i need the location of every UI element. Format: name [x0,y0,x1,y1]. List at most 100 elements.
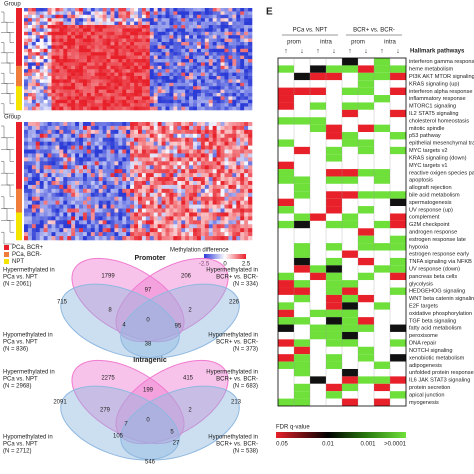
group-bar [16,184,22,190]
heatmap-cell [94,82,99,87]
pathway-cell [326,109,342,118]
heatmap-cell [204,188,210,194]
heatmap-cell [165,82,170,87]
pathway-cell [390,317,406,325]
heatmap-cell [79,35,84,39]
heatmap-cell [31,96,37,101]
heatmap-cell [141,137,147,142]
heatmap-cell [114,149,119,154]
pathway-cell [310,161,326,170]
group-bar [16,173,22,178]
heatmap-cell [43,122,48,127]
pathway-cell [374,331,390,340]
heatmap-cell [220,145,225,150]
heatmap-cell [169,169,174,174]
heatmap-cell [149,42,155,46]
heatmap-cell [118,69,123,73]
heatmap-cell [165,122,170,127]
heatmap-cell [149,196,155,201]
heatmap-cell [110,188,115,194]
heatmap-cell [51,11,56,16]
heatmap-cell [94,8,99,12]
heatmap-cell [39,177,44,182]
pathway-cell [326,146,342,155]
heatmap-cell [86,18,92,22]
heatmap-cell [196,82,202,87]
heatmap-cell [141,133,147,139]
heatmap-cell [157,106,162,111]
heatmap-cell [118,228,123,233]
pathway-cell [310,65,326,73]
heatmap-cell [126,129,131,135]
heatmap-cell [228,129,233,135]
heatmap-cell [220,89,225,94]
heatmap-cell [216,38,221,43]
heatmap-cell [165,72,170,77]
heatmap-cell [82,208,88,213]
heatmap-cell [181,25,186,29]
pathway-cell [310,80,326,88]
heatmap-cell [216,55,221,60]
heatmap-cell [130,38,135,43]
heatmap-cell [47,137,52,142]
heatmap-cell [236,220,241,225]
heatmap-cell [24,141,29,146]
group-bar [16,18,22,22]
heatmap-cell [94,79,99,84]
heatmap-cell [122,145,127,150]
pathway-cell [342,183,358,192]
heatmap-cell [35,228,41,233]
heatmap-cell [244,122,249,127]
heatmap-cell [149,79,155,84]
pathway-cell [390,398,406,406]
heatmap-cell [43,169,48,174]
heatmap-cell [232,236,237,241]
heatmap-cell [31,21,37,26]
heatmap-cell [134,72,139,77]
heatmap-cell [63,86,68,90]
heatmap-cell [232,192,237,198]
heatmap-cell [47,31,52,36]
heatmap-cell [145,220,151,225]
heatmap-cell [71,212,76,217]
venn-count: 97 [145,288,152,294]
heatmap-cell [27,14,33,19]
heatmap-cell [169,79,174,84]
heatmap-cell [141,48,147,53]
heatmap-cell [102,45,107,50]
heatmap-cell [177,38,182,43]
dendrogram [1,184,14,198]
heatmap-cell [153,69,158,73]
heatmap-cell [59,216,64,221]
heatmap-cell [35,21,41,26]
group-header: PCa vs. NPT [293,28,328,34]
heatmap-cell [126,14,131,19]
heatmap-cell [141,106,147,111]
heatmap-cell [27,181,33,186]
heatmap-cell [134,125,139,131]
heatmap-cell [98,153,103,158]
heatmap-cell [208,177,213,182]
heatmap-cell [106,21,111,26]
heatmap-cell [106,14,111,19]
heatmap-cell [244,103,249,107]
heatmap-cell [47,96,52,101]
heatmap-cell [244,149,249,154]
heatmap-cell [67,133,72,139]
heatmap-cell [79,145,84,150]
heatmap-cell [114,192,119,198]
heatmap-cell [185,204,190,209]
heatmap-cell [118,149,123,154]
heatmap-cell [185,52,190,56]
heatmap-cell [35,52,41,56]
heatmap-cell [161,48,166,53]
pathway-cell [278,243,294,251]
heatmap-cell [189,192,194,198]
heatmap-cell [126,149,131,154]
heatmap-cell [63,52,68,56]
pathway-cell [278,317,294,325]
heatmap-cell [145,69,151,73]
pathway-cell [310,250,326,258]
heatmap-cell [165,59,170,63]
